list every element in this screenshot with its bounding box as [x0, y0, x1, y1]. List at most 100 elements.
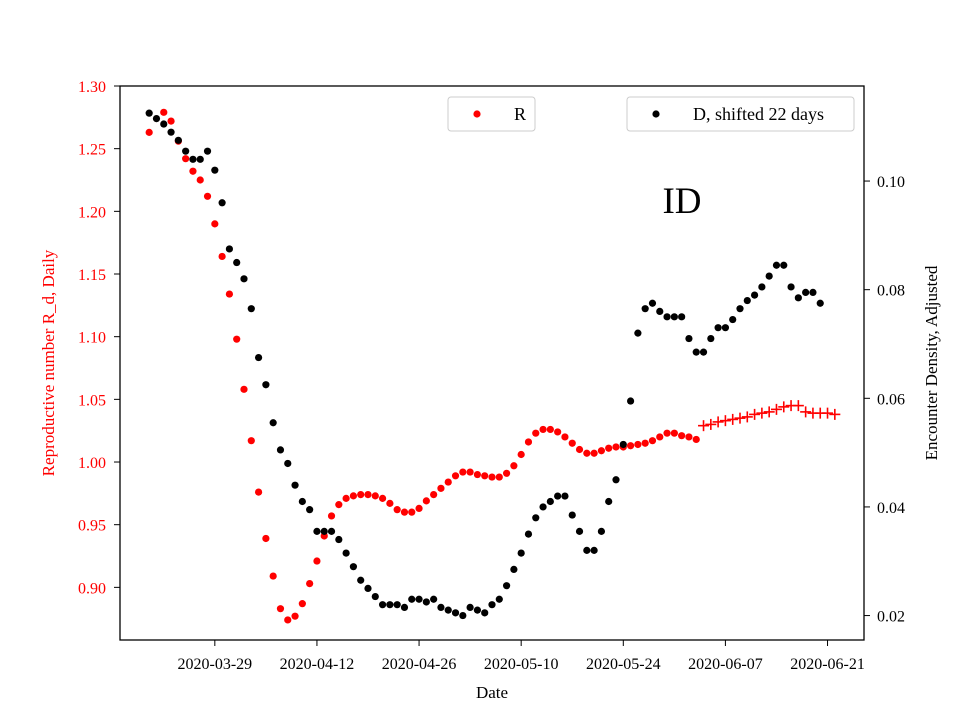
d-point — [174, 136, 182, 144]
d-point — [583, 546, 591, 554]
r-point — [189, 167, 197, 175]
r-point — [532, 429, 540, 437]
legend-d: D, shifted 22 days — [626, 96, 855, 132]
d-point — [707, 334, 715, 343]
y-left-tick-label: 1.25 — [78, 142, 106, 159]
r-point — [247, 437, 255, 445]
d-point — [225, 245, 234, 253]
r-point — [291, 612, 299, 620]
r-point — [400, 508, 409, 516]
d-point — [408, 595, 416, 603]
r-point — [510, 462, 518, 470]
r-point — [656, 433, 664, 441]
d-point — [495, 595, 503, 603]
y-left-tick-label: 1.15 — [78, 267, 106, 284]
r-point — [225, 290, 234, 298]
y-right-tick-label: 0.10 — [877, 174, 905, 191]
d-point — [736, 305, 744, 313]
r-point — [524, 438, 533, 446]
d-point — [714, 324, 722, 332]
r-point — [466, 468, 474, 476]
r-point — [306, 579, 314, 588]
r-point — [415, 504, 423, 512]
y-axis-right-label: Encounter Density, Adjusted — [922, 265, 941, 460]
d-point — [342, 549, 350, 557]
r-point — [408, 508, 416, 516]
r-point — [444, 478, 452, 486]
x-tick-label: 2020-03-29 — [177, 656, 252, 673]
r-point — [648, 437, 657, 445]
r-point — [269, 572, 277, 580]
d-point — [327, 527, 336, 535]
d-point — [466, 603, 474, 612]
x-axis-label: Date — [476, 683, 508, 702]
d-point — [218, 199, 226, 207]
r-point — [393, 506, 401, 514]
y-axis-right: 0.02 0.04 0.06 0.08 0.10 — [864, 174, 905, 626]
d-point — [510, 565, 518, 573]
d-point — [743, 296, 751, 305]
d-point — [400, 603, 409, 612]
r-point — [233, 335, 241, 343]
legend-d-box — [626, 96, 855, 132]
x-tick-label: 2020-04-12 — [280, 656, 355, 673]
d-point — [765, 272, 773, 280]
d-point — [196, 155, 204, 163]
r-point — [254, 488, 263, 496]
d-point — [488, 601, 496, 609]
r-point — [160, 108, 168, 116]
x-tick-label: 2020-06-07 — [688, 656, 763, 673]
d-point — [444, 606, 452, 614]
r-point — [692, 435, 700, 444]
d-point — [313, 527, 321, 535]
d-point — [634, 329, 642, 337]
r-point — [568, 439, 576, 447]
y-axis-left-label: Reproductive number R_d, Daily — [39, 249, 58, 476]
d-point — [233, 258, 241, 267]
legend-d-marker — [652, 110, 660, 118]
r-point — [211, 220, 219, 228]
r-plus-point — [727, 413, 739, 425]
r-plus-point — [756, 407, 768, 419]
d-point — [357, 576, 365, 584]
r-point — [422, 497, 430, 505]
d-point — [758, 283, 766, 291]
d-point — [626, 397, 635, 405]
y-right-tick-label: 0.04 — [877, 500, 905, 517]
r-point — [378, 494, 387, 502]
d-point — [459, 611, 467, 620]
d-point — [269, 419, 277, 427]
r-plus-point — [749, 408, 761, 420]
r-point — [502, 469, 511, 477]
d-point — [597, 527, 606, 535]
d-point — [335, 535, 343, 544]
d-point — [473, 606, 482, 614]
r-plus-point — [822, 407, 834, 419]
r-point — [437, 484, 445, 492]
d-point — [349, 563, 358, 571]
y-left-tick-label: 1.05 — [78, 392, 106, 409]
d-point — [430, 595, 438, 603]
y-left-tick-label: 1.20 — [78, 204, 106, 221]
d-point — [393, 601, 401, 609]
y-left-tick-label: 0.95 — [78, 518, 106, 535]
legend-d-label: D, shifted 22 days — [693, 104, 824, 124]
r-point — [430, 491, 438, 499]
d-point — [546, 497, 554, 506]
d-point — [415, 595, 423, 603]
r-point — [371, 492, 379, 500]
r-plus-point — [829, 408, 841, 420]
d-point — [692, 348, 700, 356]
d-point — [262, 381, 270, 389]
r-point — [349, 492, 358, 500]
r-plus-point — [741, 411, 753, 423]
r-point — [583, 449, 591, 457]
r-point — [590, 449, 598, 457]
r-point — [575, 445, 584, 454]
y-left-tick-label: 1.00 — [78, 455, 106, 472]
d-point — [437, 603, 445, 612]
d-point — [678, 313, 686, 321]
r-point — [670, 429, 678, 437]
d-point — [167, 128, 175, 136]
